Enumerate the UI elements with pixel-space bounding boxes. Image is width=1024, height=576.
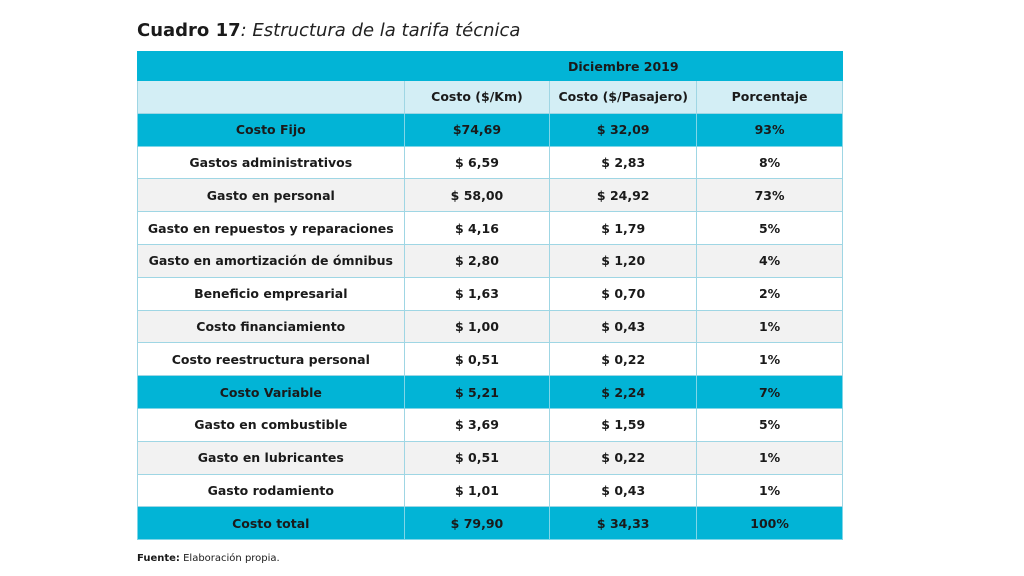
cost-per-passenger: $ 24,92 [549, 178, 698, 213]
percentage: 4% [696, 243, 843, 278]
percentage: 8% [696, 145, 843, 180]
percentage: 5% [696, 407, 843, 442]
row-label: Gasto en repuestos y reparaciones [137, 211, 405, 245]
cost-per-km: $ 2,80 [403, 243, 551, 278]
cost-per-km: $ 1,01 [403, 473, 551, 508]
cost-per-km: $ 5,21 [403, 375, 551, 409]
group-row: Costo Variable $ 5,21 $ 2,24 7% [137, 375, 843, 409]
cost-per-passenger: $ 0,22 [549, 342, 698, 377]
row-label: Costo reestructura personal [137, 342, 405, 377]
cost-per-passenger: $ 0,70 [549, 276, 698, 311]
row-label: Gasto en combustible [137, 407, 405, 442]
table-row: Gasto en repuestos y reparaciones $ 4,16 $… [137, 211, 843, 245]
cost-per-passenger: $ 1,59 [549, 407, 698, 442]
group-row: Costo Fijo $74,69 $ 32,09 93% [137, 112, 843, 147]
cost-per-km: $ 4,16 [403, 211, 551, 245]
percentage: 1% [696, 309, 843, 344]
cost-per-passenger: $ 34,33 [549, 506, 698, 541]
period-header-row: Diciembre 2019 [137, 51, 844, 81]
row-label: Gasto en amortización de ómnibus [137, 243, 405, 278]
tariff-structure-table: Diciembre 2019 Costo ($/Km) Costo ($/Pas… [137, 51, 844, 541]
percentage: 100% [696, 506, 843, 541]
table-row: Gasto en personal $ 58,00 $ 24,92 73% [137, 178, 843, 213]
cost-per-km: $ 58,00 [403, 178, 551, 213]
row-label: Costo Variable [137, 375, 405, 409]
percentage: 2% [696, 276, 843, 311]
row-label: Costo financiamiento [137, 309, 405, 344]
cost-per-km: $ 1,00 [403, 309, 551, 344]
cost-per-passenger: $ 2,83 [549, 145, 698, 180]
row-label: Gastos administrativos [137, 145, 405, 180]
cost-per-km: $ 3,69 [403, 407, 551, 442]
cost-per-km: $ 6,59 [403, 145, 551, 180]
source-text: Elaboración propia. [179, 553, 280, 564]
row-label: Gasto en lubricantes [137, 440, 405, 475]
source-label: Fuente: [137, 553, 180, 564]
table-row: Costo reestructura personal $ 0,51 $ 0,22 1… [137, 342, 843, 377]
cost-per-passenger: $ 1,79 [549, 211, 698, 245]
cost-per-passenger: $ 1,20 [549, 243, 698, 278]
column-header: Costo ($/Pasajero) [549, 80, 698, 114]
table-row: Gastos administrativos $ 6,59 $ 2,83 8% [137, 145, 843, 180]
row-label: Costo total [137, 506, 405, 541]
percentage: 1% [696, 342, 843, 377]
cost-per-km: $ 1,63 [403, 276, 551, 311]
percentage: 1% [696, 473, 843, 508]
cost-per-passenger: $ 32,09 [549, 112, 698, 147]
group-row: Costo total $ 79,90 $ 34,33 100% [137, 506, 843, 541]
table-number: Cuadro 17 [137, 20, 241, 41]
table-row: Gasto en combustible $ 3,69 $ 1,59 5% [137, 407, 843, 442]
period-header: Diciembre 2019 [403, 51, 844, 81]
cost-per-km: $ 0,51 [403, 342, 551, 377]
cost-per-passenger: $ 2,24 [549, 375, 698, 409]
table-row: Beneficio empresarial $ 1,63 $ 0,70 2% [137, 276, 843, 311]
table-title: Cuadro 17: Estructura de la tarifa técni… [137, 20, 520, 41]
source-note: Fuente: Elaboración propia. [137, 553, 280, 564]
table-row: Gasto en lubricantes $ 0,51 $ 0,22 1% [137, 440, 843, 475]
percentage: 5% [696, 211, 843, 245]
percentage: 7% [696, 375, 843, 409]
column-header-row: Costo ($/Km) Costo ($/Pasajero) Porcenta… [137, 80, 843, 114]
percentage: 1% [696, 440, 843, 475]
cost-per-passenger: $ 0,43 [549, 473, 698, 508]
row-label: Beneficio empresarial [137, 276, 405, 311]
cost-per-km: $ 0,51 [403, 440, 551, 475]
percentage: 93% [696, 112, 843, 147]
table-row: Costo financiamiento $ 1,00 $ 0,43 1% [137, 309, 843, 344]
table-subtitle: : Estructura de la tarifa técnica [240, 20, 521, 41]
row-label: Gasto rodamiento [137, 473, 405, 508]
row-label: Gasto en personal [137, 178, 405, 213]
cost-per-km: $ 79,90 [403, 506, 551, 541]
cost-per-passenger: $ 0,43 [549, 309, 698, 344]
cost-per-passenger: $ 0,22 [549, 440, 698, 475]
column-header [137, 80, 405, 114]
row-label: Costo Fijo [137, 112, 405, 147]
percentage: 73% [696, 178, 843, 213]
cost-per-km: $74,69 [403, 112, 551, 147]
table-row: Gasto en amortización de ómnibus $ 2,80 $ … [137, 243, 843, 278]
empty-cell [137, 51, 405, 81]
column-header: Costo ($/Km) [403, 80, 551, 114]
table-row: Gasto rodamiento $ 1,01 $ 0,43 1% [137, 473, 843, 508]
column-header: Porcentaje [696, 80, 843, 114]
